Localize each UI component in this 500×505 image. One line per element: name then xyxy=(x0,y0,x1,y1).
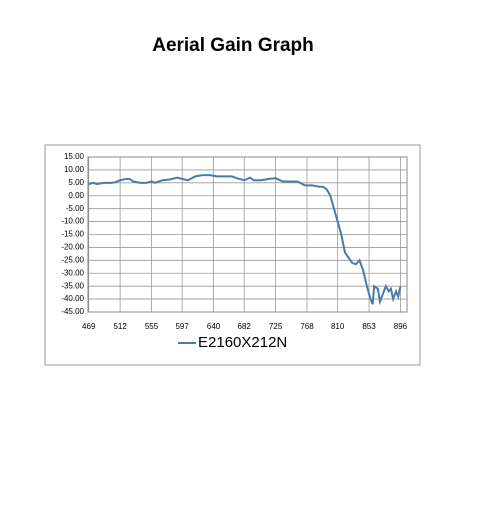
x-tick-label: 853 xyxy=(362,322,376,331)
x-tick-label: 896 xyxy=(394,322,408,331)
x-tick-label: 640 xyxy=(207,322,221,331)
x-tick-label: 768 xyxy=(300,322,314,331)
y-tick-label: -5.00 xyxy=(66,204,85,213)
y-tick-label: 0.00 xyxy=(68,191,84,200)
plot-frame xyxy=(87,156,408,313)
x-tick-label: 725 xyxy=(269,322,283,331)
x-tick-label: 555 xyxy=(145,322,159,331)
x-tick-label: 512 xyxy=(113,322,127,331)
chart-frame xyxy=(44,144,421,366)
y-tick-label: -20.00 xyxy=(61,243,84,252)
x-tick-label: 597 xyxy=(175,322,189,331)
series-line xyxy=(88,174,402,306)
y-tick-label: -35.00 xyxy=(61,281,84,290)
x-tick-label: 810 xyxy=(331,322,345,331)
y-tick-label: -30.00 xyxy=(61,268,84,277)
y-tick-label: -40.00 xyxy=(61,294,84,303)
y-tick-label: -10.00 xyxy=(61,217,84,226)
y-tick-label: -25.00 xyxy=(61,255,84,264)
y-tick-label: -15.00 xyxy=(61,230,84,239)
y-tick-label: 10.00 xyxy=(64,165,85,174)
y-tick-label: 15.00 xyxy=(64,152,85,161)
x-tick-label: 469 xyxy=(82,322,96,331)
chart-title: Aerial Gain Graph xyxy=(152,35,314,56)
y-tick-label: 5.00 xyxy=(68,178,84,187)
legend-label: E2160X212N xyxy=(198,334,287,351)
x-tick-label: 682 xyxy=(238,322,252,331)
y-tick-label: -45.00 xyxy=(61,307,84,316)
